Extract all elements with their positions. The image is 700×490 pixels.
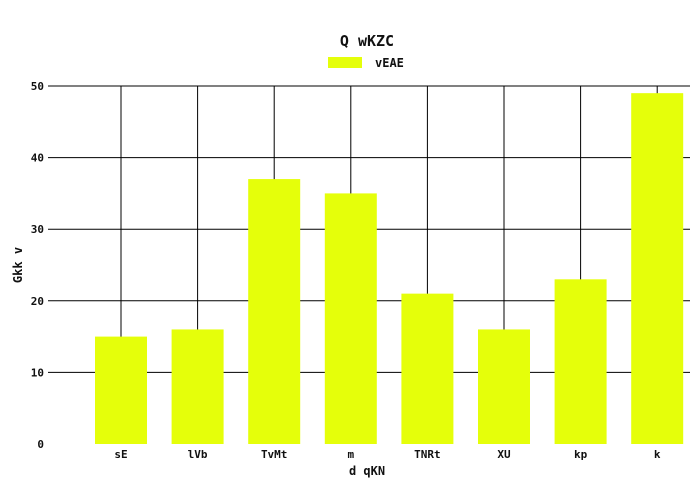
x-tick-label: sE xyxy=(114,448,127,461)
bar-kp xyxy=(554,279,607,444)
bar-TNRt xyxy=(401,293,454,444)
bar-TvMt xyxy=(248,179,301,444)
x-axis-label: d qKN xyxy=(349,464,385,478)
y-tick-label: 40 xyxy=(31,152,44,165)
x-tick-label: XU xyxy=(497,448,511,461)
legend-swatch xyxy=(328,57,362,68)
y-tick-label: 0 xyxy=(37,438,44,451)
x-tick-label: lVb xyxy=(188,448,208,461)
x-axis-ticks: sE lVb TvMt m TNRt XU kp k xyxy=(114,448,661,461)
bar-XU xyxy=(478,329,530,444)
x-tick-label: TNRt xyxy=(414,448,441,461)
bar-lVb xyxy=(171,329,224,444)
y-tick-label: 10 xyxy=(31,366,44,379)
x-tick-label: m xyxy=(347,448,354,461)
bars xyxy=(95,93,684,444)
y-tick-label: 30 xyxy=(31,223,44,236)
x-tick-label: kp xyxy=(574,448,588,461)
y-axis-label: Gkk v xyxy=(11,247,25,283)
bar-m xyxy=(324,193,377,444)
y-axis-ticks: 0 10 20 30 40 50 xyxy=(31,80,44,451)
legend: vEAE xyxy=(328,56,404,70)
bar-sE xyxy=(95,336,147,444)
x-tick-label: TvMt xyxy=(261,448,288,461)
y-tick-label: 50 xyxy=(31,80,44,93)
x-tick-label: k xyxy=(654,448,661,461)
legend-label: vEAE xyxy=(375,56,404,70)
y-tick-label: 20 xyxy=(31,295,44,308)
chart-title: Q wKZC xyxy=(340,32,394,50)
bar-k xyxy=(631,93,684,444)
